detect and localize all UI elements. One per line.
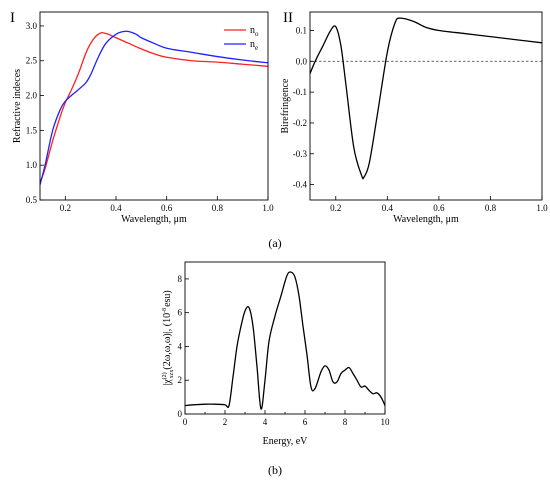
- panel-II-x-tick-label: 0.8: [485, 203, 497, 213]
- panel-II-x-axis-label: Wavelength, μm: [393, 214, 459, 225]
- panel-I-y-tick-label: 0.5: [26, 195, 38, 205]
- panel-I-y-tick-label: 1.0: [26, 160, 38, 170]
- panel-I-x-tick-label: 0.8: [212, 203, 224, 213]
- panel-I-x-tick-label: 0.6: [161, 203, 173, 213]
- panel-II-y-tick-label: -0.1: [293, 87, 307, 97]
- caption-a: (a): [268, 236, 281, 250]
- panel-b-y-tick-label: 0: [178, 409, 183, 419]
- panel-I-y-tick-label: 1.5: [26, 125, 38, 135]
- panel-II-chart: II 0.2 0.4 0.6 0.8 1.0 -0.4 -0.3 -0.2 -0.1 0.0 0.1…: [280, 10, 548, 225]
- caption-b: (b): [268, 463, 282, 477]
- panel-II-y-tick-label: -0.3: [293, 149, 308, 159]
- panel-b-y-tick-label: 4: [178, 341, 183, 351]
- panel-b-ticks: 0 2 4 6 8 10 0 2 4 6 8: [178, 274, 391, 427]
- panel-I-chart: I 0.2 0.4 0.6 0.8 1.0 0.5 1.0 1.5 2.0 2.5 3.0 Wave…: [10, 10, 274, 225]
- panel-I-x-tick-label: 1.0: [262, 203, 274, 213]
- panel-b-x-tick-label: 10: [381, 417, 391, 427]
- panel-I-marks: [39, 30, 269, 185]
- panel-b-series-line-0: [184, 271, 386, 410]
- panel-II-x-tick-label: 0.2: [330, 203, 341, 213]
- panel-I-axes-frame: [39, 11, 269, 201]
- panel-I-y-axis-label: Refractive indeces: [12, 69, 23, 143]
- panel-II-y-tick-label: 0.0: [296, 56, 308, 66]
- panel-I-x-axis-label: Wavelength, μm: [121, 214, 187, 225]
- panel-I-y-tick-label: 3.0: [26, 21, 38, 31]
- panel-II-series-line-0: [309, 17, 543, 180]
- panel-b-y-axis-label: |χ(2)xzx(2ω,ω,ω)|, (10-8esu): [161, 290, 175, 386]
- panel-b-axes-frame: [184, 261, 386, 415]
- panel-I-y-tick-label: 2.5: [26, 56, 38, 66]
- panel-b-marks: [184, 271, 386, 410]
- panel-I-ticks: 0.2 0.4 0.6 0.8 1.0 0.5 1.0 1.5 2.0 2.5 3.0: [26, 21, 274, 213]
- panel-b-x-tick-label: 2: [223, 417, 228, 427]
- panel-I-y-tick-label: 2.0: [26, 91, 38, 101]
- panel-b-x-axis-label: Energy, eV: [263, 436, 308, 447]
- panel-b-chart: 0 2 4 6 8 10 0 2 4 6 8 Energy, eV |χ(2)xzx(2ω,ω,ω)…: [161, 261, 391, 447]
- panel-II-x-tick-label: 0.6: [433, 203, 445, 213]
- legend-label-n-o: no: [250, 25, 259, 38]
- panel-b-y-tick-label: 6: [178, 308, 183, 318]
- panel-I-x-tick-label: 0.2: [60, 203, 71, 213]
- panel-b-x-tick-label: 4: [263, 417, 268, 427]
- panel-II-y-tick-label: 0.1: [296, 25, 307, 35]
- panel-II-y-tick-label: -0.2: [293, 118, 307, 128]
- panel-I-tag: I: [10, 10, 15, 26]
- panel-II-y-axis-label: Birefringence: [280, 78, 291, 134]
- panel-II-tag: II: [283, 10, 293, 26]
- panel-II-marks: [309, 17, 543, 180]
- panel-I-x-tick-label: 0.4: [110, 203, 122, 213]
- panel-I-legend: no ne: [224, 25, 259, 52]
- panel-I-series-line-n-o: [39, 31, 269, 183]
- panel-II-x-tick-label: 1.0: [536, 203, 548, 213]
- panel-b-x-tick-label: 0: [183, 417, 188, 427]
- panel-II-ticks: 0.2 0.4 0.6 0.8 1.0 -0.4 -0.3 -0.2 -0.1 0.0 0.1: [293, 25, 548, 213]
- panel-b-y-tick-label: 8: [178, 274, 183, 284]
- panel-II-x-tick-label: 0.4: [382, 203, 394, 213]
- panel-b-x-tick-label: 6: [303, 417, 308, 427]
- panel-I-series-line-n-e: [39, 30, 269, 185]
- panel-b-y-tick-label: 2: [178, 375, 183, 385]
- panel-II-axes-frame: [309, 11, 543, 201]
- panel-II-y-tick-label: -0.4: [293, 180, 308, 190]
- panel-b-x-tick-label: 8: [343, 417, 348, 427]
- legend-label-n-e: ne: [250, 39, 258, 52]
